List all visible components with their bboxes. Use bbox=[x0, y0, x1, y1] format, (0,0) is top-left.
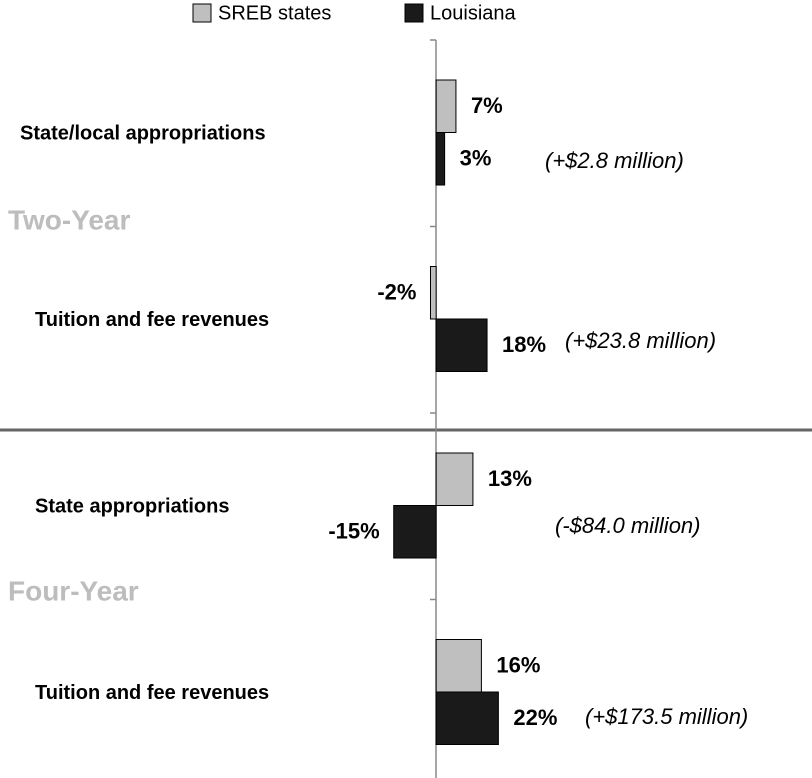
annotation: (+$173.5 million) bbox=[585, 704, 748, 729]
value-label: 18% bbox=[502, 332, 546, 357]
value-label: 3% bbox=[460, 146, 492, 171]
value-label: -2% bbox=[377, 280, 416, 305]
bar bbox=[435, 318, 488, 372]
category-label: State appropriations bbox=[35, 496, 229, 518]
legend-swatch bbox=[192, 3, 212, 23]
annotation: (+$23.8 million) bbox=[565, 328, 716, 353]
category-label: Tuition and fee revenues bbox=[35, 309, 269, 331]
bar bbox=[429, 266, 437, 320]
annotation: (-$84.0 million) bbox=[555, 513, 701, 538]
bar bbox=[435, 452, 474, 506]
group-label: Four-Year bbox=[8, 575, 139, 606]
value-label: 16% bbox=[496, 653, 540, 678]
category-label: Tuition and fee revenues bbox=[35, 682, 269, 704]
bar bbox=[435, 79, 457, 133]
value-label: -15% bbox=[328, 519, 379, 544]
bar bbox=[435, 639, 482, 693]
bar bbox=[435, 132, 446, 186]
annotation: (+$2.8 million) bbox=[545, 148, 684, 173]
bar bbox=[393, 505, 437, 559]
legend-label: Louisiana bbox=[430, 2, 517, 24]
category-label: State/local appropriations bbox=[20, 123, 266, 145]
group-label: Two-Year bbox=[8, 204, 131, 235]
value-label: 22% bbox=[513, 705, 557, 730]
value-label: 7% bbox=[471, 93, 503, 118]
bar bbox=[435, 691, 499, 745]
legend-label: SREB states bbox=[218, 2, 331, 24]
legend-swatch bbox=[404, 3, 424, 23]
value-label: 13% bbox=[488, 466, 532, 491]
